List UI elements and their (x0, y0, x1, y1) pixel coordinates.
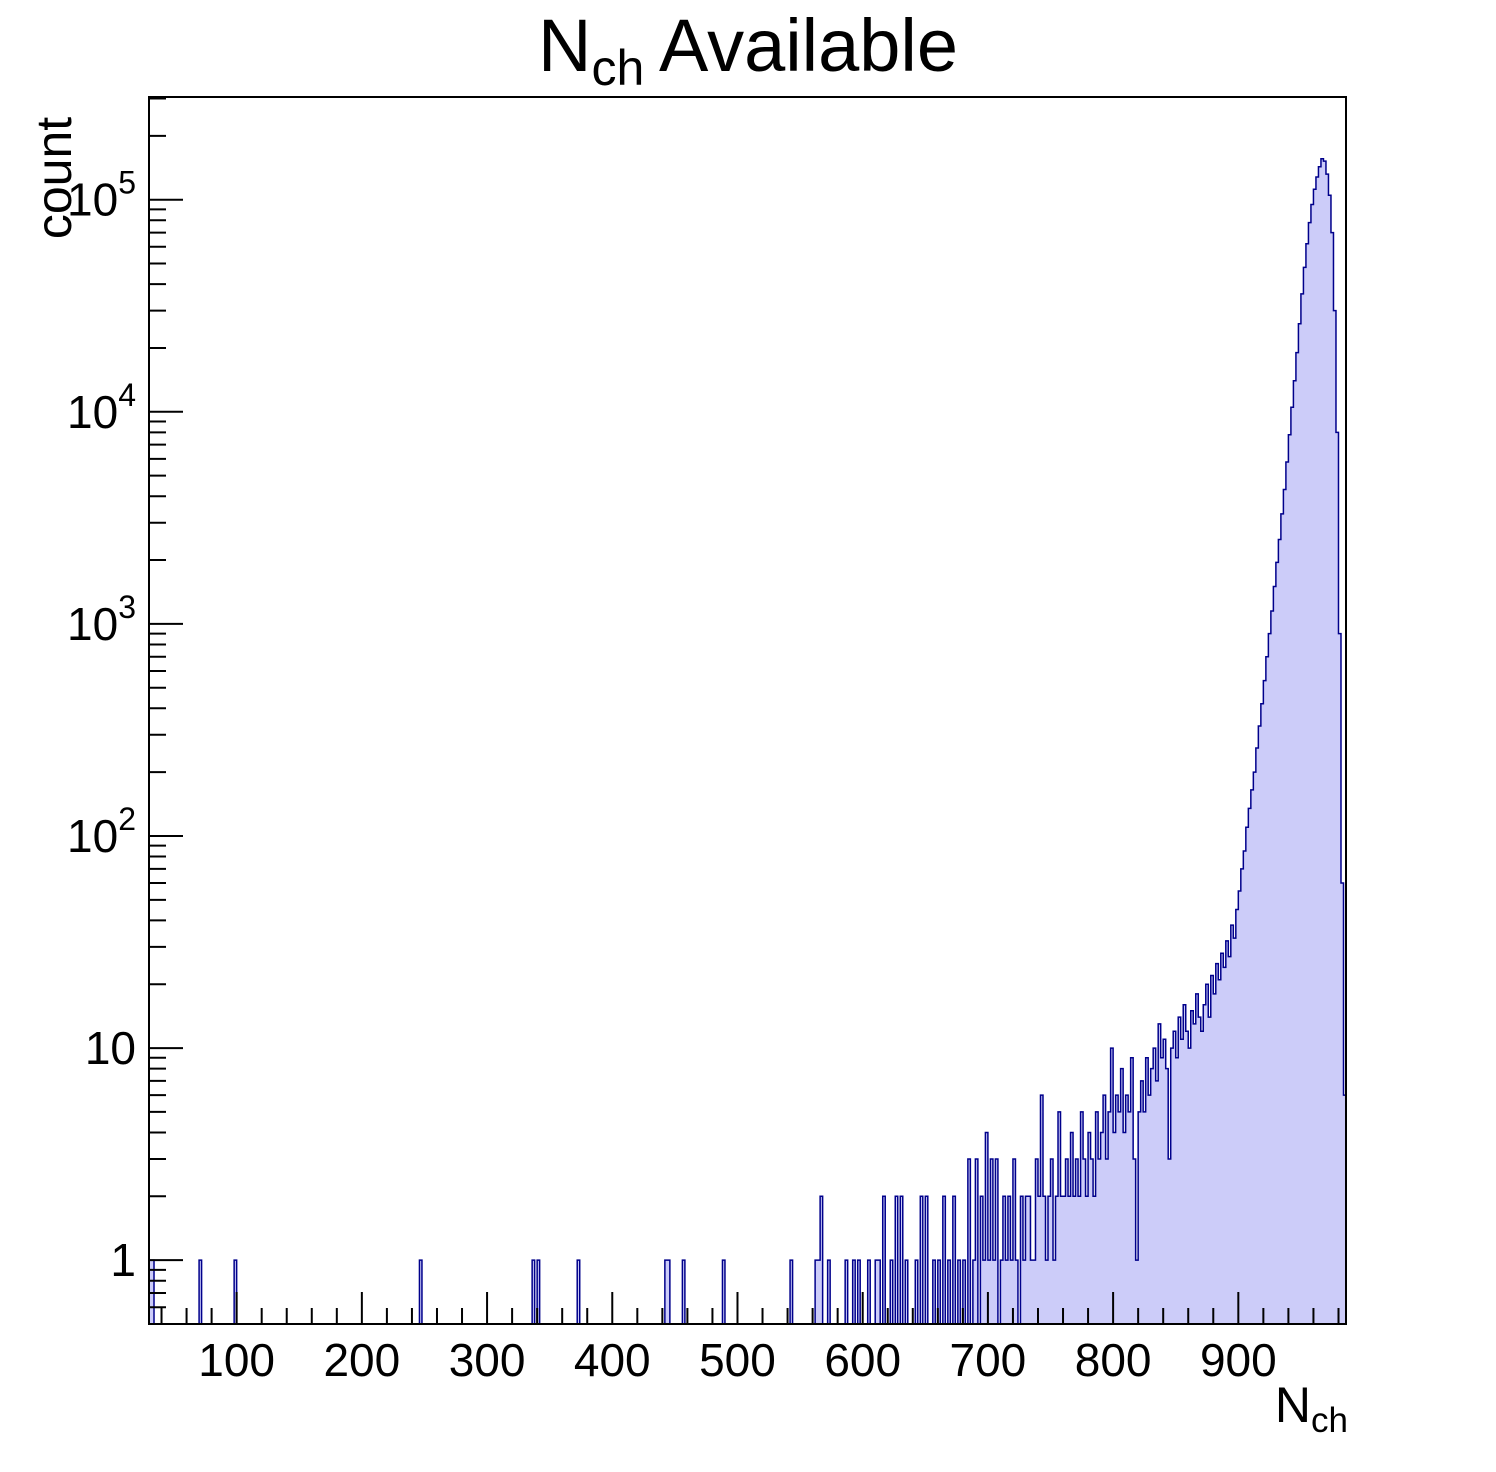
y-tick-label: 104 (67, 377, 136, 438)
histogram-area (148, 158, 1347, 1325)
plot-frame (148, 96, 1347, 1325)
x-axis-title: Nch (1275, 1376, 1348, 1441)
y-tick-label: 10 (85, 1022, 136, 1074)
x-tick-label: 500 (699, 1334, 776, 1386)
y-tick-label: 105 (67, 165, 136, 226)
y-tick-label: 1 (110, 1234, 136, 1286)
x-tick-label: 300 (449, 1334, 526, 1386)
chart-title-subscript: ch (591, 40, 645, 96)
x-axis-title-main: N (1274, 1377, 1312, 1433)
chart-title-rest: Available (659, 4, 959, 87)
x-tick-label: 700 (950, 1334, 1027, 1386)
x-tick-label: 100 (198, 1334, 275, 1386)
x-tick-label: 200 (323, 1334, 400, 1386)
chart-title-main: N (537, 4, 592, 87)
y-tick-label: 103 (67, 589, 136, 650)
y-tick-label: 102 (67, 801, 136, 862)
x-tick-label: 900 (1200, 1334, 1277, 1386)
chart-title: Nch Available (149, 0, 1347, 96)
x-tick-label: 400 (574, 1334, 651, 1386)
y-axis-title: count (26, 116, 82, 240)
x-tick-label: 800 (1075, 1334, 1152, 1386)
x-tick-label: 600 (824, 1334, 901, 1386)
x-axis-title-subscript: ch (1311, 1400, 1348, 1440)
